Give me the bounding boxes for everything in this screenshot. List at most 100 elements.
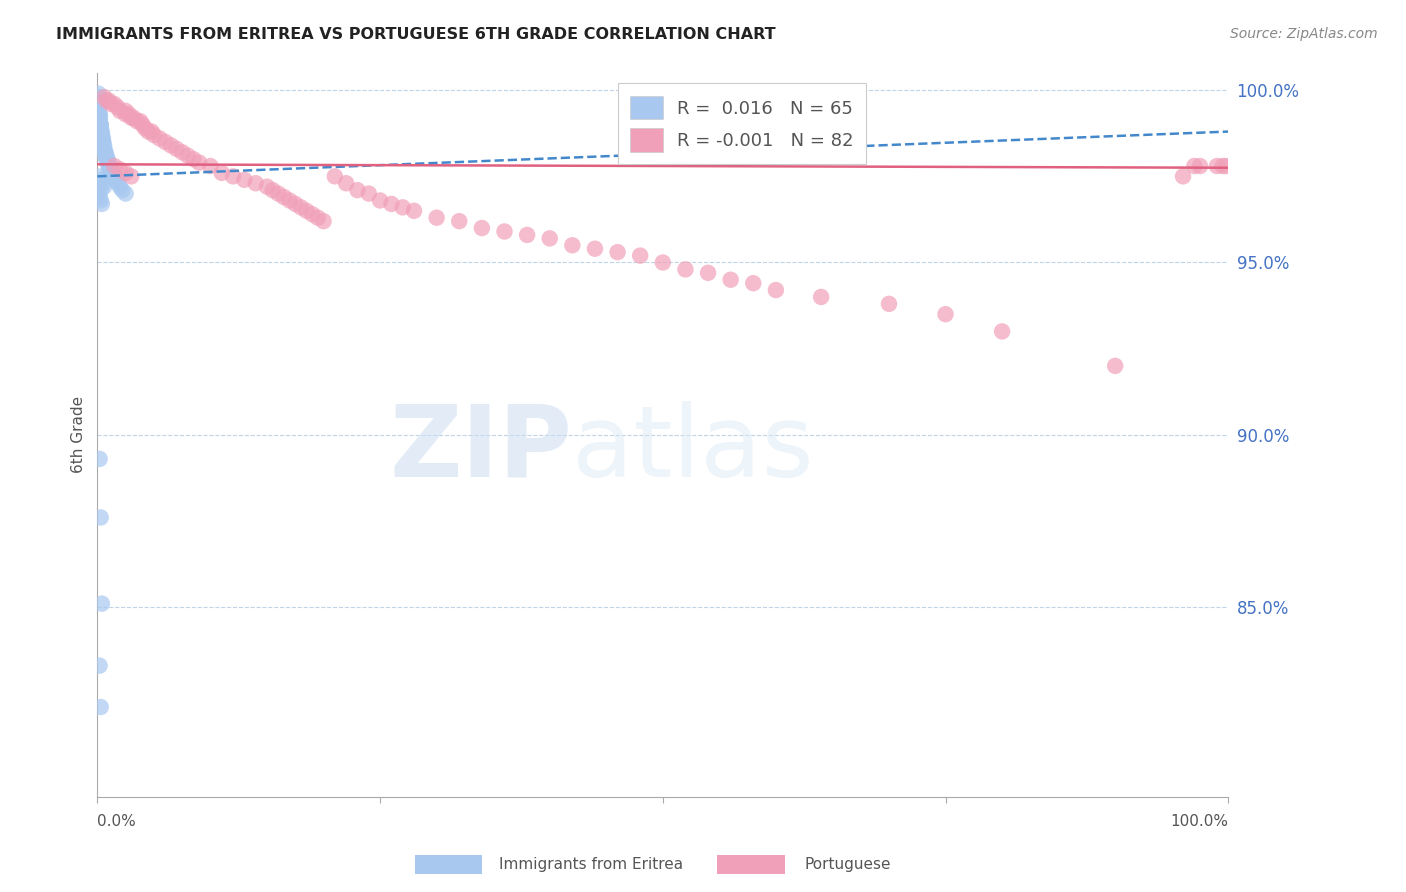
Point xyxy=(284,197,307,211)
Point xyxy=(122,111,145,125)
Point xyxy=(101,166,124,180)
Y-axis label: 6th Grade: 6th Grade xyxy=(72,396,86,474)
Point xyxy=(96,152,118,166)
Point xyxy=(120,169,142,184)
Point xyxy=(1182,159,1205,173)
Point xyxy=(583,242,606,256)
Point xyxy=(111,183,134,197)
Text: ZIP: ZIP xyxy=(389,401,572,498)
Point xyxy=(166,142,188,156)
Point xyxy=(91,131,114,145)
Point xyxy=(129,114,152,128)
Point xyxy=(103,159,125,173)
Point xyxy=(301,207,323,221)
Point xyxy=(90,700,112,714)
Point xyxy=(94,145,117,160)
Point xyxy=(89,111,111,125)
Point xyxy=(91,135,114,149)
Point xyxy=(97,159,120,173)
Point xyxy=(273,190,295,204)
Point xyxy=(93,90,115,104)
Point xyxy=(103,97,125,112)
Point xyxy=(90,121,112,136)
Point xyxy=(90,121,112,136)
Point xyxy=(90,118,112,132)
Point xyxy=(90,194,112,208)
Point xyxy=(160,138,183,153)
Point xyxy=(1171,169,1194,184)
Text: 100.0%: 100.0% xyxy=(1170,814,1229,829)
Point xyxy=(90,183,112,197)
Point xyxy=(391,200,413,214)
Point xyxy=(357,186,380,201)
Point xyxy=(90,173,112,187)
Point xyxy=(262,183,284,197)
Point xyxy=(134,121,156,136)
Point xyxy=(141,124,163,138)
Point xyxy=(89,658,111,673)
Point xyxy=(90,124,112,138)
Text: Source: ZipAtlas.com: Source: ZipAtlas.com xyxy=(1230,27,1378,41)
Point xyxy=(290,200,312,214)
Point xyxy=(87,100,110,114)
Point xyxy=(1206,159,1229,173)
Point xyxy=(93,138,115,153)
Point xyxy=(94,145,117,160)
Point xyxy=(675,262,697,277)
Point xyxy=(103,169,125,184)
Point xyxy=(90,597,112,611)
Point xyxy=(104,173,127,187)
Point xyxy=(935,307,957,321)
Point xyxy=(148,131,170,145)
Point xyxy=(172,145,194,160)
Point xyxy=(87,103,110,118)
Point xyxy=(307,211,329,225)
Point xyxy=(222,169,245,184)
Point xyxy=(188,155,211,169)
Point xyxy=(256,179,278,194)
Point xyxy=(233,173,256,187)
Point xyxy=(90,131,112,145)
Text: Immigrants from Eritrea: Immigrants from Eritrea xyxy=(499,857,683,871)
Point xyxy=(538,231,561,245)
Point xyxy=(606,245,628,260)
Legend: R =  0.016   N = 65, R = -0.001   N = 82: R = 0.016 N = 65, R = -0.001 N = 82 xyxy=(617,84,866,164)
Point xyxy=(97,155,120,169)
Point xyxy=(89,114,111,128)
Point xyxy=(118,107,141,121)
Point xyxy=(89,107,111,121)
Point xyxy=(991,325,1014,339)
Point xyxy=(107,100,129,114)
Point xyxy=(765,283,787,297)
Point xyxy=(335,176,357,190)
Point xyxy=(96,155,118,169)
Point xyxy=(136,124,159,138)
Point xyxy=(295,203,318,218)
Point xyxy=(697,266,720,280)
Point xyxy=(114,166,136,180)
Point xyxy=(94,149,117,163)
Point xyxy=(108,162,131,177)
Point xyxy=(312,214,335,228)
Point xyxy=(87,94,110,108)
Point xyxy=(120,111,142,125)
Point xyxy=(90,197,112,211)
Point xyxy=(267,186,290,201)
Point xyxy=(177,149,200,163)
Point xyxy=(810,290,832,304)
Point xyxy=(90,128,112,142)
Point xyxy=(89,451,111,466)
Point xyxy=(103,169,125,184)
Point xyxy=(125,114,148,128)
Point xyxy=(93,179,115,194)
Point xyxy=(108,103,131,118)
Point xyxy=(108,179,131,194)
Point xyxy=(90,124,112,138)
Point xyxy=(87,100,110,114)
Text: Portuguese: Portuguese xyxy=(804,857,891,871)
Point xyxy=(93,142,115,156)
Point xyxy=(380,197,402,211)
Point xyxy=(494,225,516,239)
Point xyxy=(91,135,114,149)
Point xyxy=(90,169,112,184)
